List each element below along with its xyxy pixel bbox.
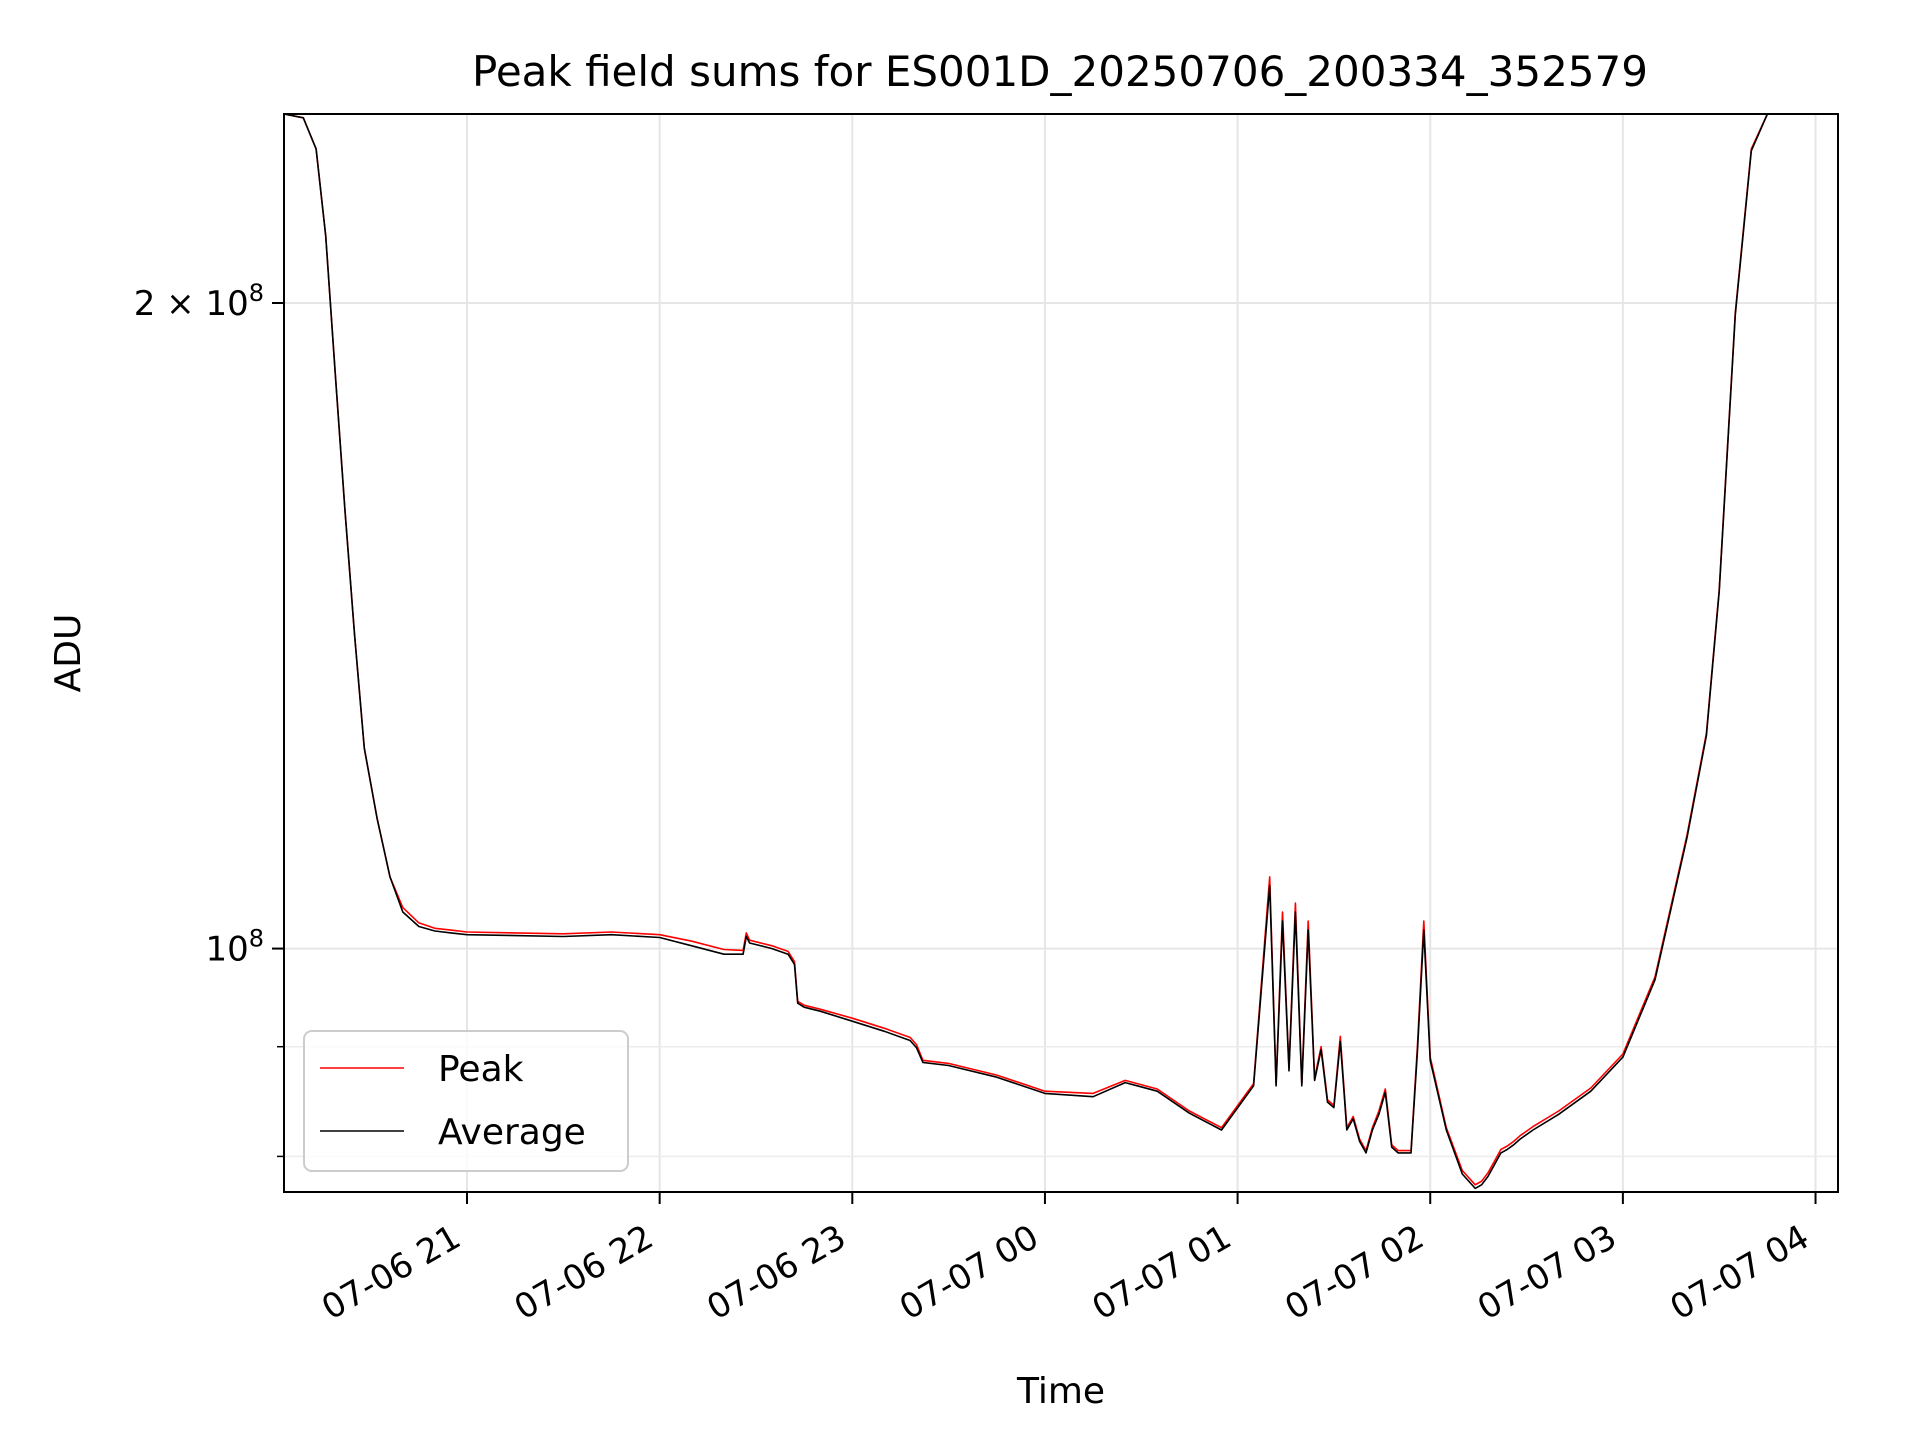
y-tick-label: 108: [205, 925, 264, 970]
x-axis-label: Time: [1016, 1371, 1105, 1412]
chart-title: Peak field sums for ES001D_20250706_2003…: [472, 47, 1648, 96]
y-axis: 108 2 × 108: [134, 279, 284, 1158]
legend-label-average: Average: [438, 1112, 586, 1153]
legend-box: [303, 1030, 629, 1172]
series-line-average: [283, 113, 1838, 1190]
series-layer: [283, 113, 1838, 1190]
y-tick-label: 2 × 108: [134, 279, 264, 324]
plot-frame: [283, 113, 1839, 1193]
legend: Peak Average: [303, 1030, 629, 1172]
legend-label-peak: Peak: [438, 1049, 524, 1090]
y-axis-label: ADU: [48, 614, 89, 693]
